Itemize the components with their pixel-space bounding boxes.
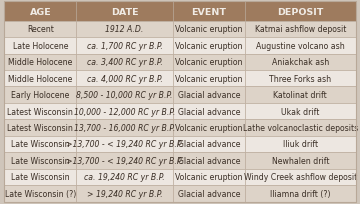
Bar (76, 136, 173, 152)
Text: Volcanic eruption: Volcanic eruption (175, 74, 243, 83)
Text: EVENT: EVENT (192, 8, 226, 17)
Bar (245, 169, 356, 185)
Bar (4, 2, 76, 22)
Bar (76, 71, 173, 87)
Text: ca. 3,400 RC yr B.P.: ca. 3,400 RC yr B.P. (87, 58, 163, 67)
Text: 10,000 - 12,000 RC yr B.P.: 10,000 - 12,000 RC yr B.P. (74, 107, 175, 116)
Text: Iliuk drift: Iliuk drift (283, 140, 318, 149)
Bar (76, 22, 173, 38)
Text: Middle Holocene: Middle Holocene (8, 58, 72, 67)
Bar (245, 103, 356, 120)
Text: Aniakchak ash: Aniakchak ash (272, 58, 329, 67)
Bar (173, 22, 245, 38)
Text: Ukak drift: Ukak drift (281, 107, 320, 116)
Text: Volcanic eruption: Volcanic eruption (175, 25, 243, 34)
Text: >13,700 - < 19,240 RC yr B.P.: >13,700 - < 19,240 RC yr B.P. (66, 140, 183, 149)
Bar (4, 22, 76, 38)
Bar (76, 185, 173, 202)
Bar (245, 71, 356, 87)
Bar (245, 152, 356, 169)
Bar (4, 54, 76, 71)
Text: 1912 A.D.: 1912 A.D. (105, 25, 144, 34)
Text: Late Wisconsin: Late Wisconsin (11, 156, 69, 165)
Bar (76, 2, 173, 22)
Text: ca. 19,240 RC yr B.P.: ca. 19,240 RC yr B.P. (84, 173, 165, 182)
Text: Glacial advance: Glacial advance (178, 189, 240, 198)
Bar (76, 54, 173, 71)
Bar (4, 120, 76, 136)
Text: Late Wisconsin (?): Late Wisconsin (?) (5, 189, 76, 198)
Text: Newhalen drift: Newhalen drift (271, 156, 329, 165)
Text: Late Holocene: Late Holocene (13, 42, 68, 51)
Text: AGE: AGE (30, 8, 51, 17)
Text: Volcanic eruption: Volcanic eruption (175, 58, 243, 67)
Text: Recent: Recent (27, 25, 54, 34)
Text: Three Forks ash: Three Forks ash (269, 74, 332, 83)
Bar (245, 54, 356, 71)
Text: Volcanic eruption: Volcanic eruption (175, 42, 243, 51)
Bar (245, 87, 356, 103)
Text: Glacial advance: Glacial advance (178, 107, 240, 116)
Bar (76, 169, 173, 185)
Bar (76, 87, 173, 103)
Bar (4, 185, 76, 202)
Text: Windy Creek ashflow deposit: Windy Creek ashflow deposit (244, 173, 357, 182)
Text: Lathe volcanoclastic deposits: Lathe volcanoclastic deposits (243, 123, 358, 132)
Text: Iliamna drift (?): Iliamna drift (?) (270, 189, 330, 198)
Text: Latest Wisconsin: Latest Wisconsin (8, 107, 73, 116)
Bar (173, 103, 245, 120)
Bar (173, 87, 245, 103)
Bar (76, 103, 173, 120)
Bar (4, 152, 76, 169)
Bar (173, 71, 245, 87)
Bar (173, 185, 245, 202)
Bar (245, 120, 356, 136)
Text: ca. 4,000 RC yr B.P.: ca. 4,000 RC yr B.P. (87, 74, 163, 83)
Bar (173, 120, 245, 136)
Text: Late Wisconsin: Late Wisconsin (11, 140, 69, 149)
Bar (245, 136, 356, 152)
Text: Early Holocene: Early Holocene (11, 91, 69, 100)
Text: Glacial advance: Glacial advance (178, 140, 240, 149)
Bar (4, 38, 76, 54)
Bar (173, 169, 245, 185)
Text: Katolinat drift: Katolinat drift (274, 91, 327, 100)
Bar (245, 38, 356, 54)
Bar (173, 54, 245, 71)
Bar (4, 136, 76, 152)
Text: 8,500 - 10,000 RC yr B.P.: 8,500 - 10,000 RC yr B.P. (76, 91, 173, 100)
Text: DATE: DATE (111, 8, 139, 17)
Text: >13,700 - < 19,240 RC yr B.P.: >13,700 - < 19,240 RC yr B.P. (66, 156, 183, 165)
Text: DEPOSIT: DEPOSIT (277, 8, 324, 17)
Bar (245, 22, 356, 38)
Bar (76, 120, 173, 136)
Bar (173, 152, 245, 169)
Text: Glacial advance: Glacial advance (178, 91, 240, 100)
Bar (245, 2, 356, 22)
Text: 13,700 - 16,000 RC yr B.P.: 13,700 - 16,000 RC yr B.P. (74, 123, 175, 132)
Bar (173, 38, 245, 54)
Text: Augustine volcano ash: Augustine volcano ash (256, 42, 345, 51)
Bar (4, 87, 76, 103)
Text: Katmai ashflow deposit: Katmai ashflow deposit (255, 25, 346, 34)
Bar (76, 38, 173, 54)
Text: Glacial advance: Glacial advance (178, 156, 240, 165)
Text: Late Wisconsin: Late Wisconsin (11, 173, 69, 182)
Bar (4, 169, 76, 185)
Bar (173, 2, 245, 22)
Bar (4, 71, 76, 87)
Text: Volcanic eruption: Volcanic eruption (175, 123, 243, 132)
Text: ca. 1,700 RC yr B.P.: ca. 1,700 RC yr B.P. (87, 42, 163, 51)
Text: > 19,240 RC yr B.P.: > 19,240 RC yr B.P. (87, 189, 162, 198)
Bar (245, 185, 356, 202)
Bar (76, 152, 173, 169)
Bar (173, 136, 245, 152)
Text: Volcanic eruption: Volcanic eruption (175, 173, 243, 182)
Text: Middle Holocene: Middle Holocene (8, 74, 72, 83)
Text: Latest Wisconsin: Latest Wisconsin (8, 123, 73, 132)
Bar (4, 103, 76, 120)
